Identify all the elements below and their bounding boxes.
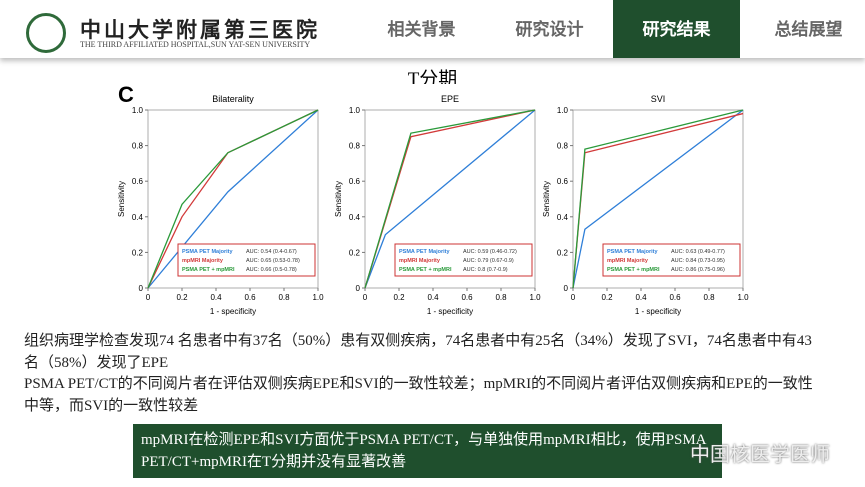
x-tick-label: 0.4 (210, 293, 222, 302)
y-tick-label: 0.4 (557, 213, 569, 222)
legend-box (394, 243, 533, 277)
plot-frame (572, 109, 744, 289)
legend-box (602, 243, 741, 277)
roc-line (364, 109, 536, 289)
y-tick-label: 0.2 (557, 248, 569, 257)
panel-label: C (118, 84, 134, 107)
logo (26, 13, 66, 53)
legend-auc: AUC: 0.84 (0.73-0.95) (671, 258, 725, 264)
legend-name: mpMRI Majority (182, 258, 224, 264)
legend-auc: AUC: 0.86 (0.75-0.96) (671, 267, 725, 273)
y-axis-label: Sensitivity (117, 181, 126, 217)
roc-line (572, 109, 744, 289)
roc-line (147, 109, 319, 289)
conclusion: mpMRI在检测EPE和SVI方面优于PSMA PET/CT，与单独使用mpMR… (133, 424, 722, 478)
legend-auc: AUC: 0.8 (0.7-0.9) (463, 267, 508, 273)
y-tick-label: 0.2 (132, 248, 144, 257)
y-axis-label: Sensitivity (334, 181, 343, 217)
x-tick-label: 1.0 (737, 293, 749, 302)
x-tick-label: 1.0 (529, 293, 541, 302)
legend-auc: AUC: 0.79 (0.67-0.9) (463, 258, 514, 264)
y-tick-label: 0.6 (349, 177, 361, 186)
x-tick-label: 0.4 (427, 293, 439, 302)
chart-title: Bilaterality (212, 94, 254, 104)
y-tick-label: 1.0 (132, 106, 144, 115)
figure: C Bilaterality 0 0.2 0.4 0.6 0.8 1.0 0 0.2 0.4 0.6… (112, 84, 754, 320)
nav-item[interactable]: 研究结果 (613, 0, 740, 58)
y-tick-label: 0.2 (349, 248, 361, 257)
roc-line (147, 109, 319, 289)
y-tick-label: 0.8 (349, 142, 361, 151)
header: 中山大学附属第三医院 THE THIRD AFFILIATED HOSPITAL… (0, 0, 865, 58)
x-axis-label: 1 - specificity (210, 307, 256, 316)
y-tick-label: 0.8 (132, 142, 144, 151)
watermark: 中国核医学医师 (690, 442, 830, 466)
x-tick-label: 0 (571, 293, 576, 302)
legend-auc: AUC: 0.65 (0.53-0.78) (246, 258, 300, 264)
nav-item[interactable]: 总结展望 (774, 20, 843, 40)
legend-auc: AUC: 0.59 (0.46-0.72) (463, 249, 517, 255)
x-tick-label: 0.8 (703, 293, 715, 302)
y-axis-label: Sensitivity (542, 181, 551, 217)
y-tick-label: 0.4 (349, 213, 361, 222)
legend-box (177, 243, 316, 277)
y-tick-label: 0 (356, 284, 361, 293)
legend-auc: AUC: 0.54 (0.4-0.67) (246, 249, 297, 255)
x-tick-label: 0.4 (635, 293, 647, 302)
y-tick-label: 1.0 (349, 106, 361, 115)
x-tick-label: 0 (363, 293, 368, 302)
x-tick-label: 0.8 (278, 293, 290, 302)
y-tick-label: 0 (139, 284, 144, 293)
x-tick-label: 0.6 (244, 293, 256, 302)
x-tick-label: 0.2 (601, 293, 613, 302)
legend-name: PSMA PET Majority (607, 249, 658, 255)
x-tick-label: 0.2 (393, 293, 405, 302)
plot-frame (147, 109, 319, 289)
paragraph: 组织病理学检查发现74 名患者中有37名（50%）患有双侧疾病，74名患者中有2… (24, 333, 812, 371)
chart-title: SVI (651, 94, 666, 104)
x-tick-label: 0.2 (176, 293, 188, 302)
y-tick-label: 0.6 (132, 177, 144, 186)
y-tick-label: 0 (564, 284, 569, 293)
legend-name: PSMA PET + mpMRI (607, 267, 660, 273)
legend-name: mpMRI Majority (399, 258, 441, 264)
legend-name: PSMA PET + mpMRI (399, 267, 452, 273)
legend-name: mpMRI Majority (607, 258, 649, 264)
x-axis-label: 1 - specificity (427, 307, 473, 316)
x-tick-label: 0.6 (669, 293, 681, 302)
legend-name: PSMA PET Majority (182, 249, 233, 255)
paragraph: PSMA PET/CT的不同阅片者在评估双侧疾病EPE和SVI的一致性较差；mp… (24, 376, 813, 414)
y-tick-label: 0.6 (557, 177, 569, 186)
y-tick-label: 0.8 (557, 142, 569, 151)
nav-item[interactable]: 研究设计 (515, 20, 584, 40)
y-tick-label: 0.4 (132, 213, 144, 222)
logo-title: 中山大学附属第三医院 (80, 17, 320, 42)
x-tick-label: 0.8 (495, 293, 507, 302)
x-tick-label: 1.0 (312, 293, 324, 302)
roc-line (364, 109, 536, 289)
plot-frame (364, 109, 536, 289)
x-axis-label: 1 - specificity (635, 307, 681, 316)
logo-subtitle: THE THIRD AFFILIATED HOSPITAL,SUN YAT-SE… (80, 40, 311, 49)
legend-name: PSMA PET Majority (399, 249, 450, 255)
roc-line (572, 109, 744, 289)
x-tick-label: 0.6 (461, 293, 473, 302)
legend-auc: AUC: 0.63 (0.49-0.77) (671, 249, 725, 255)
legend-auc: AUC: 0.66 (0.5-0.78) (246, 267, 297, 273)
figure-bg (112, 84, 754, 320)
x-tick-label: 0 (146, 293, 151, 302)
y-tick-label: 1.0 (557, 106, 569, 115)
chart-title: EPE (441, 94, 459, 104)
nav-item[interactable]: 相关背景 (387, 20, 456, 40)
legend-name: PSMA PET + mpMRI (182, 267, 235, 273)
